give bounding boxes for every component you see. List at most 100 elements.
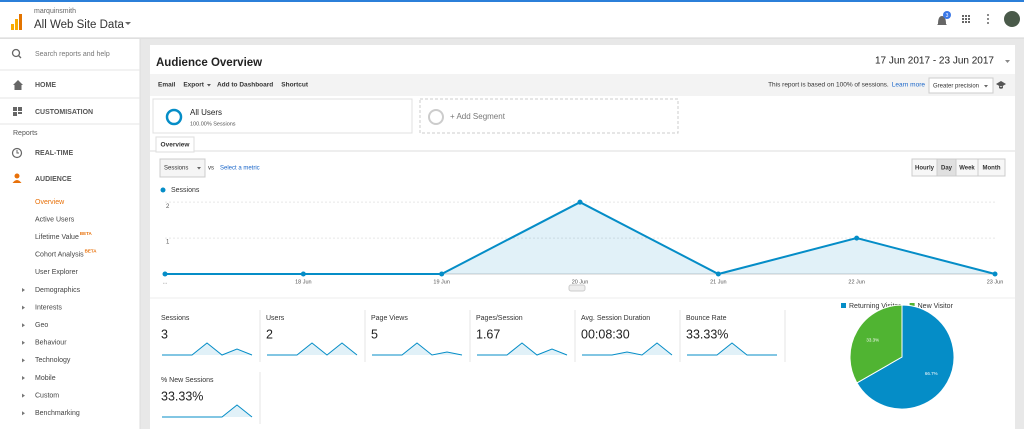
sparkline-area: [372, 343, 462, 355]
nav-subitem[interactable]: Active Users: [35, 216, 75, 223]
search-icon-handle: [18, 55, 22, 59]
nav-realtime[interactable]: REAL-TIME: [35, 150, 73, 157]
learn-more-link[interactable]: Learn more: [892, 82, 926, 89]
precision-value[interactable]: Greater precision: [933, 84, 979, 90]
notifications-badge: [943, 11, 951, 19]
granularity-label[interactable]: Hourly: [915, 166, 935, 172]
segment-card[interactable]: [152, 98, 413, 134]
date-caret[interactable]: [1005, 60, 1010, 63]
property-selector[interactable]: All Web Site Data: [34, 19, 125, 31]
metric-value: 33.33%: [161, 389, 203, 403]
granularity-button[interactable]: [977, 158, 1006, 177]
nav-home[interactable]: HOME: [35, 82, 56, 89]
x-tick-label: 22 Jun: [848, 279, 865, 285]
legend-label: Sessions: [171, 187, 200, 194]
legend-label: New Visitor: [918, 303, 954, 310]
toolbar-item[interactable]: Shortcut: [281, 82, 309, 89]
x-tick-label: 21 Jun: [710, 279, 727, 285]
audience-icon-body: [12, 180, 22, 183]
expand-arrow: [22, 393, 25, 398]
add-segment-card[interactable]: [419, 98, 679, 134]
sparkline-area: [162, 405, 252, 417]
metric-select-value[interactable]: Sessions: [164, 166, 188, 172]
tab-label[interactable]: Overview: [161, 142, 191, 149]
granularity-label[interactable]: Week: [959, 166, 975, 172]
sparkline: [267, 342, 358, 356]
sparkline-area: [582, 343, 672, 355]
toolbar-item[interactable]: Add to Dashboard: [217, 82, 273, 89]
nav-group[interactable]: Demographics: [35, 287, 81, 294]
pie-slice: [856, 304, 955, 410]
data-point: [162, 271, 168, 277]
chart-resize-handle[interactable]: [568, 284, 586, 292]
property-caret[interactable]: [125, 22, 131, 25]
nav-subitem[interactable]: Lifetime Value: [35, 234, 79, 241]
tab[interactable]: [155, 136, 195, 153]
more-icon[interactable]: [987, 14, 989, 24]
metric-label: Users: [266, 315, 285, 322]
data-point: [439, 271, 445, 277]
report-title: Audience Overview: [156, 57, 262, 69]
search-box[interactable]: Search reports and help: [35, 51, 110, 58]
sparkline-area: [267, 343, 357, 355]
precision-select[interactable]: [928, 77, 994, 94]
toolbar-item[interactable]: Email: [158, 82, 176, 89]
nav-group[interactable]: Interests: [35, 304, 62, 311]
header-accent: [0, 0, 1024, 2]
metric-label: % New Sessions: [161, 377, 214, 384]
sparkline-area: [687, 343, 777, 355]
home-icon: [13, 80, 23, 90]
avatar[interactable]: [1004, 11, 1020, 27]
metric-value: 2: [266, 327, 273, 341]
legend-label: Returning Visitor: [849, 303, 901, 310]
metric-select-caret[interactable]: [197, 167, 201, 170]
expand-arrow: [22, 288, 25, 292]
nav-group[interactable]: Benchmarking: [35, 410, 80, 417]
notifications-icon[interactable]: [937, 16, 947, 25]
date-range[interactable]: 17 Jun 2017 - 23 Jun 2017: [875, 56, 994, 67]
pie-slice: [849, 304, 903, 384]
metric-label: Page Views: [371, 315, 408, 322]
audience-icon: [14, 173, 20, 179]
data-point: [577, 199, 583, 205]
nav-subitem[interactable]: Cohort Analysis: [35, 251, 84, 258]
nav-group[interactable]: Mobile: [35, 375, 56, 382]
segment-name: All Users: [190, 108, 222, 117]
apps-icon[interactable]: [962, 15, 970, 23]
nav-group[interactable]: Custom: [35, 392, 59, 399]
nav-group[interactable]: Technology: [35, 357, 71, 364]
y-tick-label: 2: [166, 204, 170, 210]
x-tick-label: 19 Jun: [433, 279, 450, 285]
metric-value: 33.33%: [686, 327, 728, 341]
header: [0, 0, 1024, 38]
sparkline: [162, 404, 253, 418]
pie-label: 33.3%: [866, 337, 879, 342]
granularity-label[interactable]: Day: [941, 166, 953, 172]
add-segment-indicator: [428, 109, 444, 125]
nav-group[interactable]: Geo: [35, 322, 48, 329]
expand-arrow: [22, 323, 25, 328]
search-icon: [11, 48, 21, 58]
data-point: [992, 271, 998, 277]
nav-group[interactable]: Behaviour: [35, 340, 67, 347]
nav-audience[interactable]: AUDIENCE: [35, 176, 72, 183]
expand-arrow: [22, 411, 25, 416]
precision-caret[interactable]: [984, 85, 988, 88]
metric-label: Bounce Rate: [686, 315, 727, 322]
sampling-note: This report is based on 100% of sessions…: [768, 82, 889, 89]
granularity-label[interactable]: Month: [983, 166, 1001, 172]
toolbar-item[interactable]: Export: [183, 82, 204, 89]
metric-label: Avg. Session Duration: [581, 315, 650, 322]
expand-arrow: [22, 358, 25, 363]
x-tick-label: 20 Jun: [572, 279, 589, 285]
insights-icon[interactable]: [996, 81, 1006, 89]
add-segment[interactable]: + Add Segment: [450, 112, 506, 121]
nav-customisation[interactable]: CUSTOMISATION: [35, 109, 93, 116]
metric-select[interactable]: [159, 158, 206, 178]
nav-subitem[interactable]: Overview: [35, 199, 65, 206]
expand-arrow: [22, 305, 25, 310]
select-metric-link[interactable]: Select a metric: [220, 166, 260, 172]
nav-subitem[interactable]: User Explorer: [35, 269, 78, 276]
